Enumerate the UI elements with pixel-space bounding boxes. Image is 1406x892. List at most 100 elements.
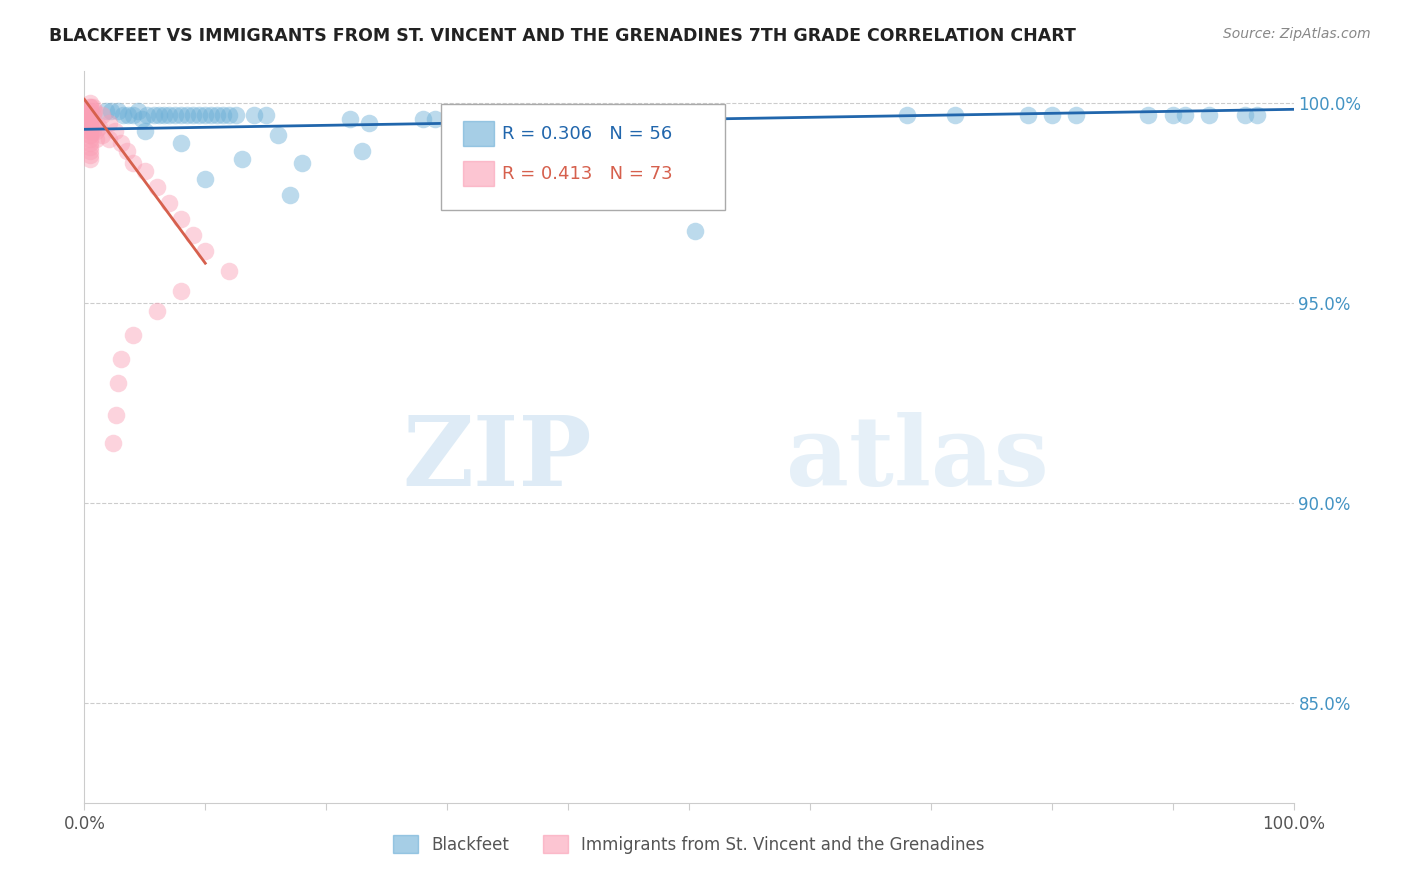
Point <box>165 108 187 122</box>
Point <box>242 108 264 122</box>
Point <box>79 112 101 127</box>
Point <box>79 148 101 162</box>
Point <box>412 112 434 127</box>
Point <box>254 108 277 122</box>
Text: BLACKFEET VS IMMIGRANTS FROM ST. VINCENT AND THE GRENADINES 7TH GRADE CORRELATIO: BLACKFEET VS IMMIGRANTS FROM ST. VINCENT… <box>49 27 1076 45</box>
Text: atlas: atlas <box>786 412 1049 506</box>
Point <box>153 108 176 122</box>
FancyBboxPatch shape <box>463 161 495 186</box>
Point <box>134 124 156 138</box>
Point <box>79 120 101 135</box>
Point <box>484 108 506 122</box>
Point <box>194 108 217 122</box>
Text: ZIP: ZIP <box>402 412 592 506</box>
Point <box>107 376 129 391</box>
Point <box>79 116 101 130</box>
Point <box>121 328 143 343</box>
Point <box>79 132 101 146</box>
Point <box>79 108 101 122</box>
Point <box>1234 108 1257 122</box>
Point <box>181 228 204 243</box>
Point <box>79 104 101 119</box>
FancyBboxPatch shape <box>463 121 495 146</box>
Point <box>593 128 616 143</box>
Point <box>1246 108 1268 122</box>
Point <box>79 124 101 138</box>
Point <box>79 100 101 114</box>
Point <box>83 116 105 130</box>
Point <box>79 145 101 159</box>
Point <box>121 108 143 122</box>
Point <box>79 112 101 127</box>
Point <box>82 116 104 130</box>
Point <box>79 128 101 143</box>
Point <box>103 436 125 450</box>
Point <box>157 108 180 122</box>
Point <box>136 108 159 122</box>
Point <box>134 164 156 178</box>
Point <box>107 104 129 119</box>
Point <box>146 304 169 318</box>
Point <box>683 224 706 238</box>
Point <box>491 108 513 122</box>
Point <box>146 180 169 194</box>
Point <box>79 140 101 154</box>
Point <box>357 116 380 130</box>
Point <box>291 156 314 170</box>
Point <box>267 128 290 143</box>
Point <box>1040 108 1063 122</box>
Text: R = 0.306   N = 56: R = 0.306 N = 56 <box>502 125 672 143</box>
Point <box>423 112 446 127</box>
Point <box>1137 108 1160 122</box>
Point <box>82 124 104 138</box>
Point <box>200 108 222 122</box>
Point <box>593 108 616 122</box>
Point <box>194 244 217 259</box>
Point <box>86 132 108 146</box>
Point <box>157 196 180 211</box>
Point <box>148 108 170 122</box>
Legend: Blackfeet, Immigrants from St. Vincent and the Grenadines: Blackfeet, Immigrants from St. Vincent a… <box>387 829 991 860</box>
Point <box>143 108 166 122</box>
Point <box>896 108 918 122</box>
Point <box>112 108 135 122</box>
Point <box>207 108 229 122</box>
Point <box>218 264 240 278</box>
FancyBboxPatch shape <box>441 104 725 211</box>
Point <box>121 156 143 170</box>
Point <box>79 100 101 114</box>
Point <box>83 104 105 119</box>
Point <box>212 108 235 122</box>
Point <box>94 104 117 119</box>
Point <box>91 128 114 143</box>
Point <box>97 132 120 146</box>
Point <box>170 136 193 151</box>
Point <box>117 108 139 122</box>
Point <box>496 108 519 122</box>
Point <box>82 108 104 122</box>
Point <box>91 108 114 122</box>
Point <box>86 124 108 138</box>
Point <box>79 108 101 122</box>
Point <box>104 408 127 422</box>
Point <box>1198 108 1220 122</box>
Text: Source: ZipAtlas.com: Source: ZipAtlas.com <box>1223 27 1371 41</box>
Point <box>79 136 101 151</box>
Point <box>79 153 101 167</box>
Point <box>218 108 240 122</box>
Point <box>278 188 301 202</box>
Point <box>225 108 247 122</box>
Point <box>943 108 966 122</box>
Point <box>115 145 138 159</box>
Point <box>194 172 217 186</box>
Point <box>79 120 101 135</box>
Point <box>79 104 101 119</box>
Point <box>1161 108 1184 122</box>
Point <box>87 120 110 135</box>
Point <box>79 96 101 111</box>
Point <box>110 136 132 151</box>
Point <box>181 108 204 122</box>
Point <box>1064 108 1087 122</box>
Point <box>127 104 149 119</box>
Point <box>1174 108 1197 122</box>
